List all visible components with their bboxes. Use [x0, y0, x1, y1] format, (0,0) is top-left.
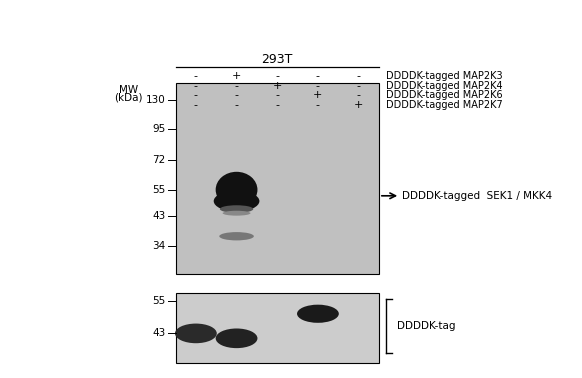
Text: DDDDK-tagged MAP2K6: DDDDK-tagged MAP2K6	[386, 90, 502, 100]
Text: 55: 55	[152, 185, 165, 195]
Text: +: +	[232, 71, 242, 81]
Text: +: +	[354, 100, 363, 110]
Text: DDDDK-tagged  SEK1 / MKK4: DDDDK-tagged SEK1 / MKK4	[402, 191, 552, 201]
Text: -: -	[194, 71, 198, 81]
Text: (kDa): (kDa)	[114, 93, 143, 102]
Ellipse shape	[220, 205, 253, 213]
Text: 130: 130	[146, 95, 165, 105]
Ellipse shape	[216, 172, 257, 208]
Text: -: -	[235, 100, 239, 110]
Text: DDDDK-tagged MAP2K4: DDDDK-tagged MAP2K4	[386, 81, 502, 91]
Text: +: +	[272, 81, 282, 91]
Text: 43: 43	[152, 328, 165, 338]
Text: -: -	[194, 90, 198, 100]
Ellipse shape	[219, 232, 254, 240]
Ellipse shape	[297, 305, 339, 323]
Text: 34: 34	[152, 242, 165, 251]
Text: -: -	[316, 100, 320, 110]
Text: 95: 95	[152, 124, 165, 133]
Text: -: -	[194, 81, 198, 91]
Ellipse shape	[175, 324, 217, 343]
Text: -: -	[275, 90, 279, 100]
Text: 43: 43	[152, 211, 165, 221]
Text: MW: MW	[119, 85, 138, 95]
Text: -: -	[316, 71, 320, 81]
Text: +: +	[313, 90, 322, 100]
Text: -: -	[235, 81, 239, 91]
Text: -: -	[235, 90, 239, 100]
Text: 55: 55	[152, 296, 165, 306]
Text: DDDDK-tagged MAP2K3: DDDDK-tagged MAP2K3	[386, 71, 502, 81]
Bar	[176, 293, 379, 363]
Text: DDDDK-tag: DDDDK-tag	[397, 321, 455, 332]
Text: -: -	[316, 81, 320, 91]
Bar	[176, 83, 379, 274]
Text: DDDDK-tagged MAP2K7: DDDDK-tagged MAP2K7	[386, 100, 502, 110]
Text: -: -	[194, 100, 198, 110]
Text: 293T: 293T	[261, 53, 293, 66]
Text: -: -	[357, 90, 361, 100]
Text: 72: 72	[152, 155, 165, 164]
Ellipse shape	[223, 211, 250, 215]
Text: -: -	[275, 71, 279, 81]
Text: -: -	[357, 71, 361, 81]
Ellipse shape	[214, 191, 260, 212]
Ellipse shape	[216, 328, 257, 348]
Text: -: -	[357, 81, 361, 91]
Text: -: -	[275, 100, 279, 110]
